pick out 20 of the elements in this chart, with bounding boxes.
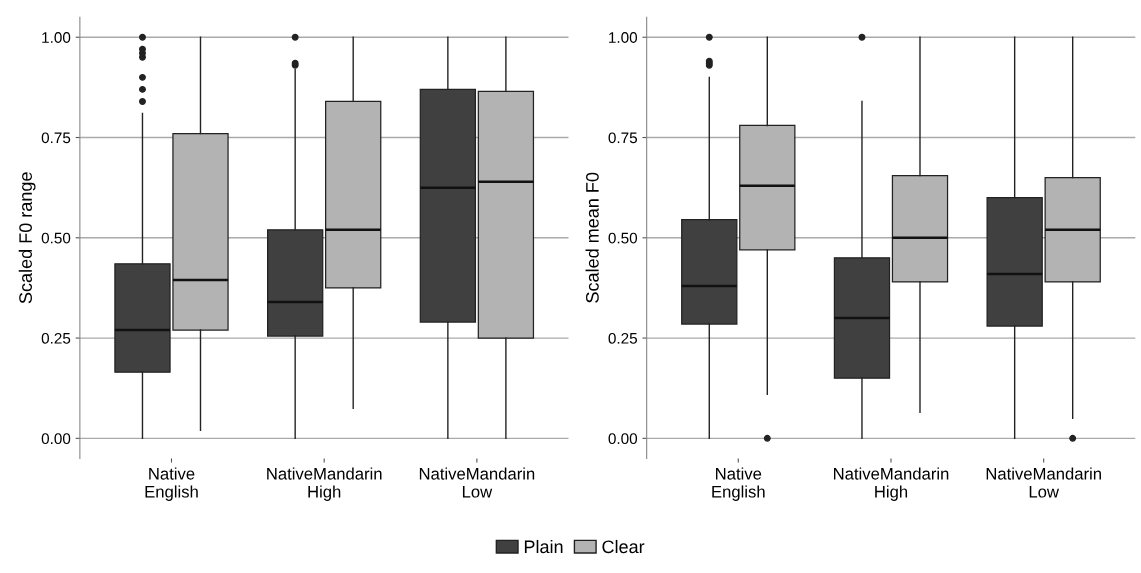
y-tick-label: 0.75 xyxy=(608,132,638,144)
y-tick-label: 0.50 xyxy=(608,232,638,244)
x-tick-label: Native English xyxy=(145,467,198,501)
y-tick-label: 1.00 xyxy=(609,32,638,43)
y-tick-label: 0.25 xyxy=(608,332,638,344)
legend-label: Clear xyxy=(602,539,645,554)
y-axis-title: Scaled F0 range xyxy=(18,172,36,304)
y-tick-label: 1.00 xyxy=(42,32,71,43)
y-tick-label: 0.00 xyxy=(41,433,71,445)
x-tick-label: NativeMandarin Low xyxy=(986,467,1101,498)
y-tick-label: 0.00 xyxy=(608,433,638,445)
legend-label: Plain xyxy=(524,539,563,554)
x-tick-label: NativeMandarin High xyxy=(267,467,382,501)
y-tick-label: 0.25 xyxy=(41,332,71,344)
x-tick-label: NativeMandarin Low xyxy=(419,467,535,498)
y-tick-label: 0.75 xyxy=(41,132,71,144)
y-axis-title: Scaled mean F0 xyxy=(585,172,599,303)
x-tick-label: Native English xyxy=(712,467,765,501)
x-tick-label: NativeMandarin High xyxy=(833,467,949,501)
y-tick-label: 0.50 xyxy=(41,232,71,244)
